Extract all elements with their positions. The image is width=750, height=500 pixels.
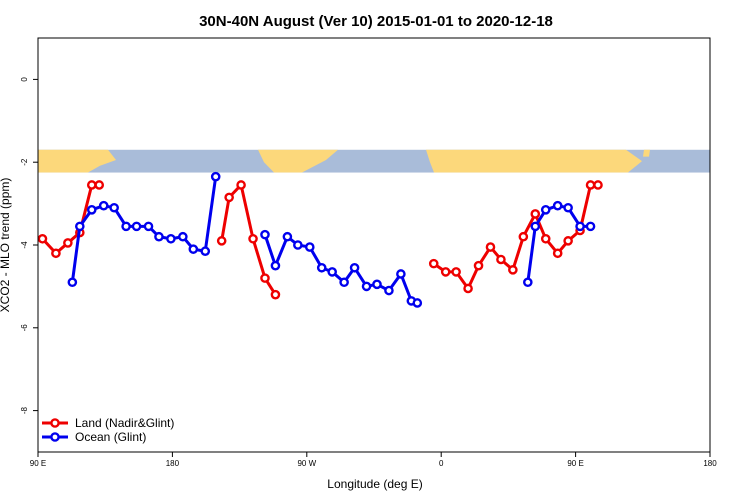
map-land-3 [643,149,650,157]
data-point [585,180,596,190]
data-point [166,233,176,244]
y-axis-label: XCO2 - MLO trend (ppm) [0,178,12,313]
data-point [540,205,551,215]
data-point [463,283,473,294]
data-point [508,265,518,275]
data-point [339,277,349,288]
legend [39,415,181,445]
data-point [51,248,61,259]
x-tick-label: 90 W [297,459,316,468]
data-point [473,260,484,271]
data-point [200,246,211,257]
data-point [210,171,221,182]
x-tick-label: 90 E [30,459,46,468]
data-point [523,277,533,288]
data-point [98,200,109,211]
map-land-2 [426,149,642,173]
data-point [552,200,563,211]
data-point [384,285,394,296]
data-point [540,233,551,244]
series-ocean [67,171,596,308]
data-point [154,231,164,242]
data-point [518,231,529,242]
y-tick-label: -6 [20,324,29,332]
data-point [37,233,48,244]
series-land [37,180,603,300]
chart-title: 30N-40N August (Ver 10) 2015-01-01 to 20… [199,13,553,30]
data-point [178,231,188,242]
data-point [67,277,78,288]
data-point [270,289,281,300]
data-point [552,248,563,259]
legend-swatch-marker [50,418,60,428]
plot-series [37,171,603,308]
data-point [143,221,154,232]
x-axis: 90 E 180 90 W 0 90 E 180 [30,452,717,468]
y-tick-label: -4 [20,241,29,249]
data-point [260,229,270,240]
data-point [282,231,293,242]
data-point [316,262,327,273]
legend-entries: Land (Nadir&Glint)Ocean (Glint) [42,416,174,444]
data-point [188,244,199,254]
map-band [38,149,710,173]
data-point [75,221,85,232]
data-point [412,298,423,308]
legend-label: Ocean (Glint) [75,430,146,444]
legend-entry: Ocean (Glint) [42,430,146,444]
series-line [432,183,598,290]
data-point [530,209,541,219]
data-point [593,180,603,190]
data-point [372,279,382,290]
data-point [327,267,337,277]
x-axis-label: Longitude (deg E) [327,477,422,491]
data-point [496,254,506,265]
data-point [86,205,97,215]
data-point [216,236,227,246]
data-point [63,238,73,248]
data-point [530,221,541,232]
data-point [260,273,270,283]
data-point [94,180,105,190]
data-point [236,180,246,190]
plot-frame [37,37,711,453]
y-tick-label: 0 [20,77,29,82]
data-point [428,258,439,269]
data-point [86,180,97,190]
data-point [575,221,585,232]
data-point [109,202,119,213]
x-tick-label: 90 E [567,459,583,468]
data-point [585,221,596,232]
data-point [440,267,451,277]
x-tick-label: 180 [166,459,180,468]
data-point [248,233,258,244]
data-point [485,242,496,252]
y-axis: 0 -2 -4 -6 -8 [20,77,38,414]
data-point [349,262,360,273]
y-tick-label: -2 [20,158,29,166]
legend-swatch-marker [50,432,60,442]
data-point [121,221,131,232]
data-point [396,269,406,279]
series-line [263,234,418,305]
data-point [293,240,303,250]
y-tick-label: -8 [20,406,29,414]
x-tick-label: 180 [703,459,717,468]
map-land-0 [38,149,116,173]
data-point [270,260,281,271]
data-point [451,267,461,277]
data-point [563,236,573,246]
data-point [361,281,372,292]
legend-entry: Land (Nadir&Glint) [42,416,174,430]
data-point [224,192,234,203]
x-tick-label: 0 [439,459,444,468]
map-land-1 [258,149,338,173]
data-point [131,221,142,232]
data-point [563,202,573,213]
series-line [70,176,218,283]
data-point [304,242,315,252]
legend-label: Land (Nadir&Glint) [75,416,174,430]
